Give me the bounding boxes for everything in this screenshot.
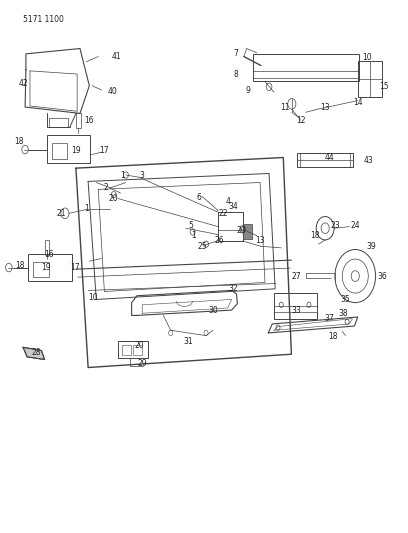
Text: 17: 17	[100, 146, 109, 155]
Text: 13: 13	[255, 237, 265, 246]
Polygon shape	[23, 348, 44, 360]
Text: 5: 5	[188, 221, 193, 230]
Text: 20: 20	[109, 194, 119, 203]
Text: 33: 33	[292, 305, 302, 314]
Text: 32: 32	[228, 284, 238, 293]
Bar	[253, 54, 359, 82]
Text: 16: 16	[44, 251, 53, 260]
Text: 40: 40	[108, 86, 118, 95]
Bar	[51, 143, 67, 159]
Bar	[47, 135, 90, 163]
Bar	[133, 345, 142, 355]
Text: 37: 37	[324, 314, 334, 323]
Text: 18: 18	[328, 332, 338, 341]
Text: 38: 38	[338, 309, 348, 318]
Text: 35: 35	[341, 295, 350, 304]
Text: 10: 10	[362, 53, 371, 62]
Text: 1: 1	[120, 171, 125, 180]
Bar	[218, 212, 243, 241]
Bar	[76, 114, 81, 128]
Text: 5171 1100: 5171 1100	[23, 15, 64, 24]
Text: 7: 7	[233, 50, 238, 58]
Text: 6: 6	[197, 193, 202, 202]
Text: 11: 11	[280, 102, 289, 111]
Text: 25: 25	[197, 242, 207, 251]
Bar	[118, 341, 148, 358]
Text: 23: 23	[330, 221, 340, 230]
Bar	[33, 262, 49, 277]
Text: 26: 26	[215, 237, 224, 246]
Text: 2: 2	[103, 183, 108, 192]
Text: 27: 27	[292, 272, 302, 280]
Text: 1: 1	[191, 231, 196, 240]
Text: 18: 18	[16, 261, 25, 270]
Text: 24: 24	[350, 221, 360, 230]
Bar	[28, 254, 72, 281]
Text: 14: 14	[353, 98, 363, 107]
Text: 41: 41	[112, 52, 122, 61]
Text: 19: 19	[42, 263, 51, 272]
Bar	[297, 154, 353, 166]
Text: 30: 30	[208, 305, 218, 314]
Text: 3: 3	[140, 171, 144, 180]
Text: 20: 20	[237, 226, 246, 235]
Text: 9: 9	[246, 85, 251, 94]
Text: 4: 4	[225, 197, 230, 206]
Text: 44: 44	[324, 153, 334, 162]
Text: 39: 39	[367, 242, 377, 251]
Text: 28: 28	[32, 348, 41, 357]
Text: 1: 1	[84, 204, 89, 213]
Text: 16: 16	[84, 116, 94, 125]
Text: 18: 18	[14, 137, 24, 146]
Text: 34: 34	[228, 203, 238, 212]
Text: 42: 42	[18, 78, 28, 87]
Bar	[49, 118, 68, 127]
Text: 31: 31	[184, 337, 193, 346]
Bar	[274, 293, 317, 319]
Text: 19: 19	[71, 146, 81, 155]
Text: 13: 13	[320, 102, 330, 111]
Text: 29: 29	[137, 359, 147, 368]
Text: 21: 21	[56, 209, 66, 218]
Text: 22: 22	[219, 209, 228, 218]
Bar	[44, 240, 49, 255]
Text: 36: 36	[377, 272, 387, 280]
Text: 20: 20	[135, 341, 144, 350]
Text: 8: 8	[233, 70, 238, 78]
Text: 10: 10	[89, 293, 98, 302]
Bar	[358, 61, 382, 98]
Text: 17: 17	[70, 263, 80, 272]
Text: 12: 12	[296, 116, 306, 125]
Text: 15: 15	[379, 82, 388, 91]
Bar	[122, 345, 131, 355]
Bar	[243, 224, 252, 239]
Text: 18: 18	[310, 231, 319, 240]
Text: 43: 43	[364, 156, 374, 165]
